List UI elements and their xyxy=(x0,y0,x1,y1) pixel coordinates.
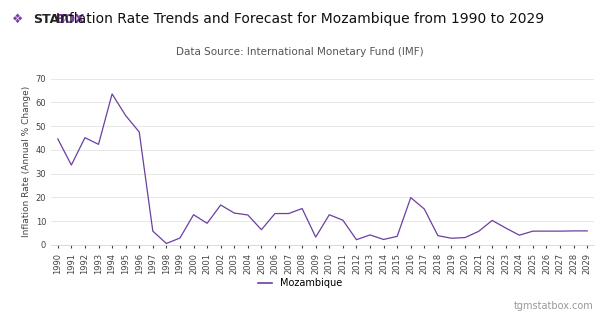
Text: STAT: STAT xyxy=(33,13,67,26)
Text: Inflation Rate Trends and Forecast for Mozambique from 1990 to 2029: Inflation Rate Trends and Forecast for M… xyxy=(56,12,544,26)
Text: ❖: ❖ xyxy=(12,13,23,26)
Y-axis label: Inflation Rate (Annual % Change): Inflation Rate (Annual % Change) xyxy=(22,86,31,237)
Text: BOX: BOX xyxy=(56,13,85,26)
Text: Data Source: International Monetary Fund (IMF): Data Source: International Monetary Fund… xyxy=(176,47,424,57)
Text: tgmstatbox.com: tgmstatbox.com xyxy=(514,301,594,311)
Legend: Mozambique: Mozambique xyxy=(254,274,346,292)
